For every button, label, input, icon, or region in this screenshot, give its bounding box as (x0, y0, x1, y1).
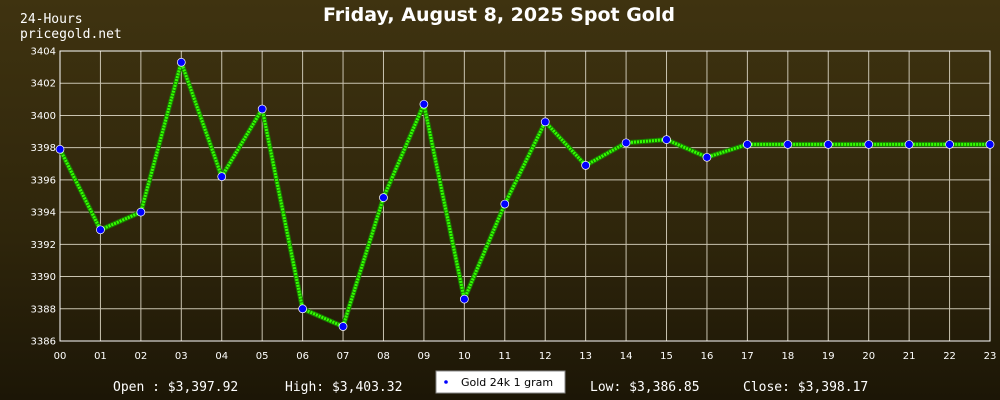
x-tick-label: 16 (701, 351, 714, 362)
data-point (257, 104, 267, 114)
x-tick-label: 07 (337, 351, 350, 362)
series-gold-24k (55, 57, 995, 331)
x-tick-label: 12 (539, 351, 552, 362)
data-point (217, 172, 227, 182)
x-tick-label: 01 (94, 351, 107, 362)
y-tick-label: 3400 (31, 111, 56, 122)
data-point (823, 140, 833, 149)
x-tick-label: 21 (903, 351, 916, 362)
high-stat: High: $3,403.32 (285, 380, 402, 395)
plot-area (59, 50, 991, 342)
data-point (176, 57, 186, 67)
data-point (904, 140, 914, 149)
y-tick-label: 3386 (31, 337, 56, 348)
y-tick-label: 3392 (31, 240, 56, 251)
y-tick-label: 3398 (31, 143, 56, 154)
data-point (338, 322, 348, 331)
legend-marker (444, 380, 448, 384)
period-label: 24-Hours (20, 12, 83, 27)
x-tick-label: 14 (620, 351, 633, 362)
data-point (55, 144, 65, 154)
legend-label: Gold 24k 1 gram (461, 376, 553, 389)
x-tick-label: 10 (458, 351, 471, 362)
source-label: pricegold.net (20, 27, 122, 42)
x-tick-label: 17 (741, 351, 754, 362)
x-tick-label: 18 (781, 351, 794, 362)
y-tick-label: 3390 (31, 272, 56, 283)
grid (59, 50, 991, 342)
x-tick-label: 04 (215, 351, 228, 362)
close-stat: Close: $3,398.17 (743, 380, 868, 395)
data-point (985, 140, 995, 149)
x-tick-label: 00 (54, 351, 67, 362)
x-tick-label: 23 (984, 351, 997, 362)
x-tick-label: 20 (862, 351, 875, 362)
data-point (621, 138, 631, 148)
x-axis: 00 01 02 03 04 05 06 07 08 09 10 11 12 13 14 15 16 17 18 19… (54, 351, 997, 362)
data-point (500, 199, 510, 209)
data-point (662, 135, 671, 144)
y-tick-label: 3394 (31, 208, 56, 219)
series-line (58, 60, 990, 328)
data-point (96, 225, 105, 235)
x-tick-label: 09 (418, 351, 431, 362)
data-point (945, 140, 954, 149)
data-point (298, 304, 307, 314)
y-tick-label: 3396 (31, 175, 56, 186)
x-tick-label: 22 (943, 351, 956, 362)
x-tick-label: 03 (175, 351, 188, 362)
chart-title: Friday, August 8, 2025 Spot Gold (323, 4, 675, 26)
x-tick-label: 15 (660, 351, 673, 362)
y-tick-label: 3404 (31, 47, 56, 58)
data-point (419, 99, 429, 109)
data-point (459, 294, 469, 304)
legend: Gold 24k 1 gram (435, 370, 566, 394)
open-stat: Open : $3,397.92 (113, 380, 238, 395)
x-tick-label: 02 (135, 351, 148, 362)
data-point (783, 140, 793, 149)
y-tick-label: 3402 (31, 79, 56, 90)
y-axis: 3386 3388 3390 3392 3394 3396 3398 3400 3402 3404 (31, 47, 56, 348)
x-tick-label: 11 (498, 351, 511, 362)
data-point (136, 207, 146, 217)
data-point (581, 161, 591, 170)
data-point (743, 140, 752, 149)
x-tick-label: 13 (579, 351, 592, 362)
data-point (379, 193, 388, 202)
legend-box (435, 370, 566, 394)
data-point (702, 152, 712, 162)
data-point (864, 140, 874, 149)
x-tick-label: 19 (822, 351, 835, 362)
series-line-shadow (57, 59, 990, 329)
y-tick-label: 3388 (31, 304, 56, 315)
low-stat: Low: $3,386.85 (590, 380, 700, 395)
data-point (540, 117, 550, 127)
x-tick-label: 05 (256, 351, 269, 362)
x-tick-label: 06 (296, 351, 309, 362)
x-tick-label: 08 (377, 351, 390, 362)
